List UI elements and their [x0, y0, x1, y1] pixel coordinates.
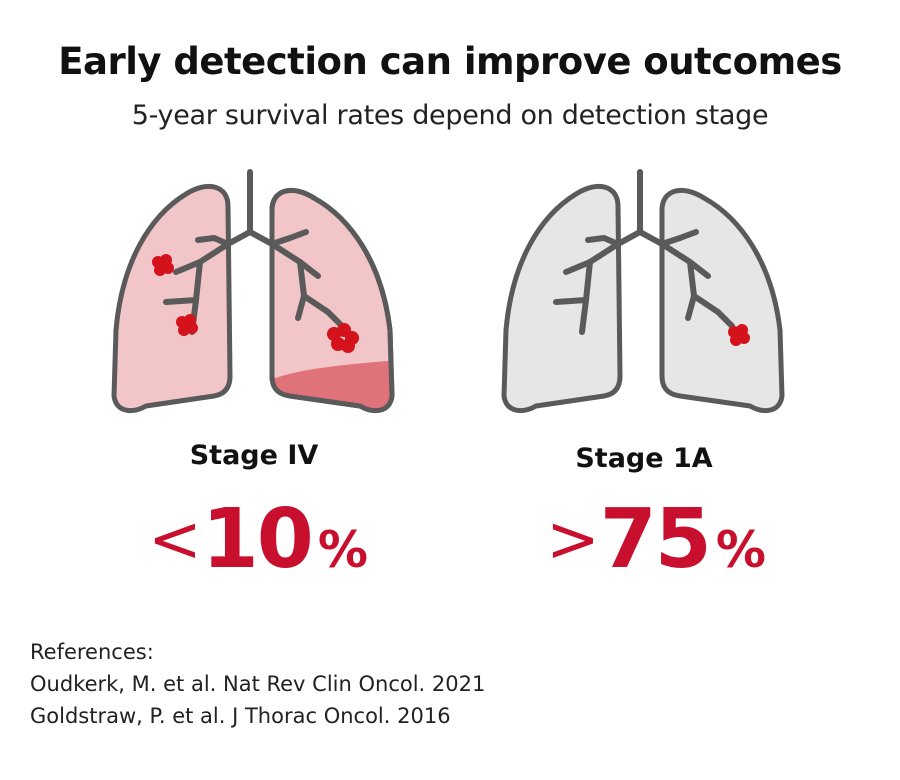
reference-item: Oudkerk, M. et al. Nat Rev Clin Oncol. 2…: [30, 672, 486, 696]
lungs-early-icon: [501, 169, 785, 414]
lungs-illustration: [111, 169, 785, 414]
survival-rate-early: >75%: [486, 492, 826, 587]
tumor-icon: [176, 314, 198, 336]
page-title: Early detection can improve outcomes: [58, 40, 842, 83]
survival-rate-advanced: <10%: [88, 492, 428, 587]
tumor-icon: [327, 323, 359, 353]
references: References: Oudkerk, M. et al. Nat Rev C…: [30, 636, 485, 732]
rate-unit: %: [715, 521, 766, 579]
lungs-advanced-icon: [111, 169, 395, 414]
reference-item: Goldstraw, P. et al. J Thorac Oncol. 201…: [30, 704, 451, 728]
tumor-icon: [152, 254, 174, 276]
rate-value: 75: [599, 492, 712, 587]
rate-unit: %: [317, 521, 368, 579]
rate-comparator: <: [148, 503, 202, 577]
rate-comparator: >: [546, 503, 600, 577]
rate-value: 10: [201, 492, 314, 587]
stage-label-early: Stage 1A: [575, 443, 713, 474]
stage-label-advanced: Stage IV: [189, 440, 319, 471]
tumor-icon: [728, 324, 750, 346]
references-heading: References:: [30, 640, 154, 664]
page-subtitle: 5-year survival rates depend on detectio…: [131, 100, 769, 131]
